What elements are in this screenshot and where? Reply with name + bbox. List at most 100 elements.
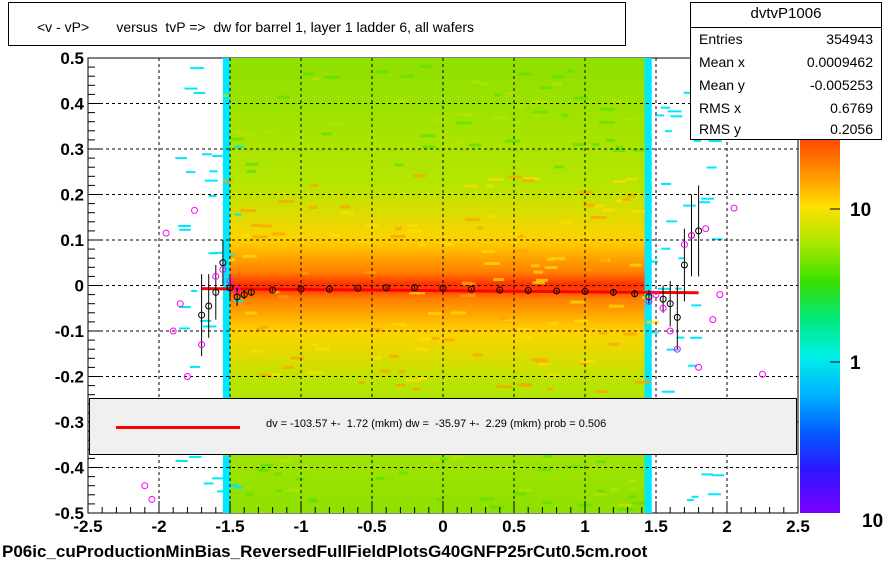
heat-cell [479,497,495,501]
profile-point-magenta [709,316,717,324]
heat-cell [399,471,408,475]
heat-cell [609,342,619,346]
heat-cell [613,179,627,183]
heat-cell [573,96,589,100]
heat-sparse-cell [191,290,198,293]
heat-cell [240,209,257,213]
heat-cell [260,325,268,329]
heat-sparse-cell [661,182,672,185]
heat-cell [266,372,282,376]
heat-cell [311,343,319,347]
heat-sparse-cell [701,473,713,476]
heat-cell [400,74,415,78]
x-tick-label: -2 [151,517,166,536]
profile-point-black [609,288,617,296]
heat-sparse-cell [213,251,224,254]
heat-sparse-cell [706,166,717,169]
heat-cell [591,142,600,146]
profile-point-magenta [659,304,667,312]
heat-sparse-cell [212,155,223,158]
profile-point-black [695,227,703,235]
profile-point-black [581,287,589,295]
heat-cell [315,347,330,351]
heat-cell [453,140,465,144]
profile-point-black [631,290,639,298]
stats-name: dvtvP1006 [750,5,822,22]
color-scale: 1 10 10 [800,140,883,532]
heat-cell [488,177,504,181]
heat-cell [259,373,272,377]
stats-label: Mean x [699,54,745,70]
heat-cell [252,235,268,239]
heat-cell [420,64,432,68]
heat-cell [546,373,560,377]
profile-point-magenta [226,277,234,285]
profile-point-black [411,284,419,292]
profile-point-magenta [702,225,710,233]
heat-cell [631,501,646,505]
heat-cell [542,454,553,458]
heat-cell [570,300,585,304]
heat-sparse-cell [234,300,244,303]
heat-cell [364,271,377,275]
profile-point-magenta [162,229,170,237]
heat-cell [245,311,257,315]
heat-cell [406,229,422,233]
heat-sparse-cell [708,140,722,143]
y-tick-label: -0.3 [55,413,84,432]
profile-point-magenta [645,297,653,305]
heat-sparse-cell [201,153,212,156]
profile-point-black [297,285,305,293]
heat-cell [491,254,502,258]
heat-cell [358,381,365,385]
stats-row-rms-x: RMS x 0.6769 [699,100,873,120]
heat-cell [632,148,646,152]
profile-point-black [645,293,653,301]
heat-sparse-cell [657,287,671,290]
heat-cell [395,227,402,231]
heat-cell [307,371,324,375]
heat-cell [585,268,592,272]
x-tick-label: 0.5 [502,517,526,536]
y-tick-label: 0.3 [60,140,84,159]
heat-sparse-cell [209,170,218,173]
x-tick-label: -2.5 [73,517,102,536]
heat-cell [581,231,590,235]
heat-cell [634,380,651,384]
profile-point-black [247,288,255,296]
heat-cell [565,465,581,469]
heat-cell [532,99,548,103]
heat-cell [512,120,521,124]
heat-cell [345,328,360,332]
heat-cell [524,177,541,181]
heat-cell [600,258,608,262]
profile-point-magenta [169,327,177,335]
profile-point-black [659,295,667,303]
heat-cell [542,501,552,505]
heat-cell [259,463,273,467]
profile-point-black [325,285,333,293]
y-tick-label: 0.2 [60,186,84,205]
profile-point-black [354,284,362,292]
x-tick-label: -1.5 [215,517,244,536]
heat-cell [609,304,624,308]
heat-cell [629,479,637,483]
heat-cell [561,113,569,117]
heat-cell [629,487,637,491]
heat-cell [507,175,523,179]
heat-cell [375,476,385,480]
profile-point-black [226,284,234,292]
heat-cell [489,505,504,509]
stats-row-entries: Entries 354943 [699,31,873,51]
heat-cell [596,489,606,493]
heat-sparse-cell [190,67,205,70]
heat-cell [626,194,635,198]
heat-sparse-cell [712,238,723,241]
heat-cell [261,224,272,228]
heat-cell [223,179,234,183]
heat-cell [505,139,521,143]
heat-cell [229,137,245,141]
heat-cell [340,210,349,214]
heat-cell [496,385,513,389]
z-tick-label: 1 [850,353,861,374]
